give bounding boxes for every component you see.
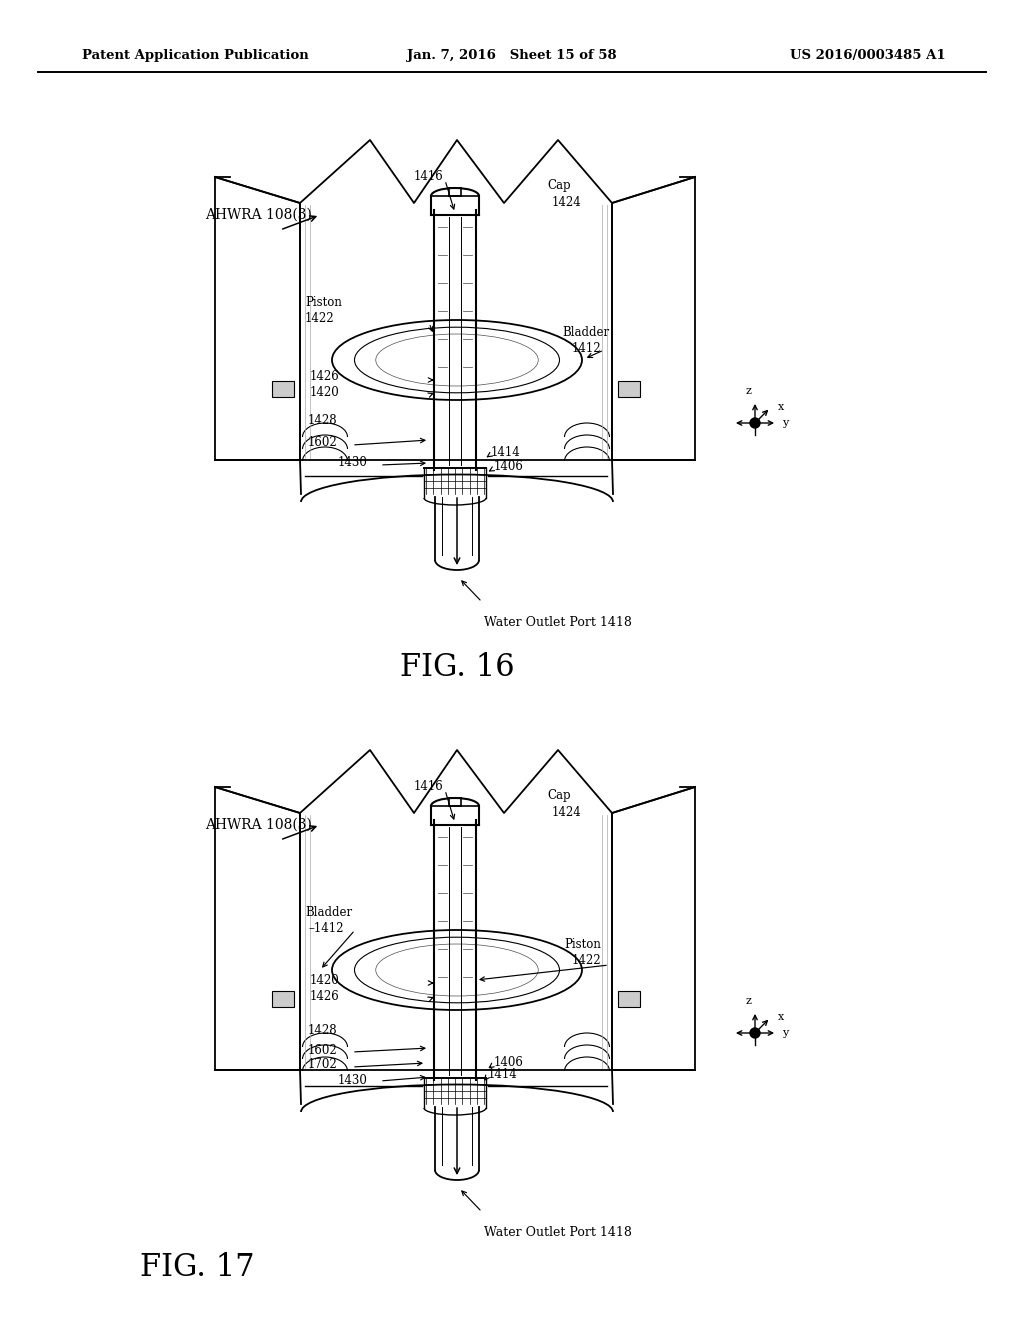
Text: FIG. 17: FIG. 17 <box>140 1251 255 1283</box>
Text: Patent Application Publication: Patent Application Publication <box>82 49 309 62</box>
Text: 1428: 1428 <box>308 413 338 426</box>
Text: Piston: Piston <box>564 939 601 952</box>
Text: Piston: Piston <box>305 297 342 309</box>
Circle shape <box>750 1028 760 1038</box>
Text: 1422: 1422 <box>305 312 335 325</box>
Text: 1406: 1406 <box>494 1056 524 1069</box>
Text: 1430: 1430 <box>338 457 368 470</box>
Text: 1406: 1406 <box>494 461 524 474</box>
Bar <box>618 991 640 1007</box>
Text: AHWRA 108(3): AHWRA 108(3) <box>205 209 312 222</box>
Text: x: x <box>777 1011 783 1022</box>
Text: Water Outlet Port 1418: Water Outlet Port 1418 <box>484 615 632 628</box>
Text: 1426: 1426 <box>310 990 340 1003</box>
Text: –1412: –1412 <box>308 921 343 935</box>
Text: 1602: 1602 <box>308 437 338 450</box>
Bar <box>618 381 640 397</box>
Circle shape <box>750 418 760 428</box>
Text: Bladder: Bladder <box>562 326 609 339</box>
Text: Cap: Cap <box>547 180 570 193</box>
Text: 1424: 1424 <box>552 195 582 209</box>
Text: y: y <box>782 1028 788 1038</box>
Text: 1416: 1416 <box>414 169 443 182</box>
Text: 1422: 1422 <box>572 953 602 966</box>
Text: 1702: 1702 <box>308 1059 338 1072</box>
Text: 1420: 1420 <box>310 385 340 399</box>
Text: 1414: 1414 <box>490 446 521 459</box>
Text: 1602: 1602 <box>308 1044 338 1056</box>
Text: 1414: 1414 <box>488 1068 518 1081</box>
Text: 1420: 1420 <box>310 974 340 986</box>
Text: 1430: 1430 <box>338 1073 368 1086</box>
Text: y: y <box>782 418 788 428</box>
Text: AHWRA 108(3): AHWRA 108(3) <box>205 818 312 832</box>
Text: Cap: Cap <box>547 789 570 803</box>
Text: FIG. 16: FIG. 16 <box>399 652 514 682</box>
Text: 1424: 1424 <box>552 805 582 818</box>
Text: Water Outlet Port 1418: Water Outlet Port 1418 <box>484 1225 632 1238</box>
Text: x: x <box>777 401 783 412</box>
Bar <box>272 991 294 1007</box>
Text: z: z <box>745 385 751 396</box>
Text: 1428: 1428 <box>308 1023 338 1036</box>
Text: Jan. 7, 2016   Sheet 15 of 58: Jan. 7, 2016 Sheet 15 of 58 <box>408 49 616 62</box>
Text: 1412: 1412 <box>572 342 602 355</box>
Text: US 2016/0003485 A1: US 2016/0003485 A1 <box>791 49 946 62</box>
Text: z: z <box>745 997 751 1006</box>
Text: 1426: 1426 <box>310 371 340 384</box>
Text: Bladder: Bladder <box>305 907 352 920</box>
Bar <box>272 381 294 397</box>
Text: 1416: 1416 <box>414 780 443 792</box>
